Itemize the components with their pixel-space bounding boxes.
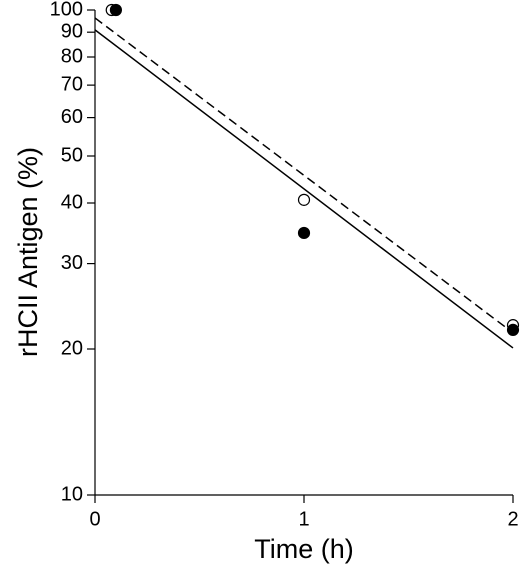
x-tick-label: 2 xyxy=(507,508,518,530)
x-tick-label: 0 xyxy=(89,508,100,530)
y-tick-label: 30 xyxy=(61,252,83,274)
y-tick-label: 100 xyxy=(50,0,83,20)
data-point xyxy=(297,193,311,206)
y-tick-label: 80 xyxy=(61,45,83,67)
fit-line xyxy=(94,29,514,349)
y-tick-label: 50 xyxy=(61,144,83,166)
x-tick-label: 1 xyxy=(298,508,309,530)
y-tick-label: 10 xyxy=(61,483,83,505)
data-point xyxy=(506,323,520,336)
y-tick-label: 70 xyxy=(61,73,83,95)
y-tick-label: 20 xyxy=(61,337,83,359)
y-tick-label: 40 xyxy=(61,191,83,213)
data-point xyxy=(109,3,123,17)
data-point xyxy=(297,226,311,240)
fit-line xyxy=(94,17,514,334)
y-tick-label: 90 xyxy=(61,20,83,42)
x-axis-title: Time (h) xyxy=(254,534,354,564)
y-tick-label: 60 xyxy=(61,106,83,128)
y-axis-title: rHCII Antigen (%) xyxy=(13,147,43,357)
